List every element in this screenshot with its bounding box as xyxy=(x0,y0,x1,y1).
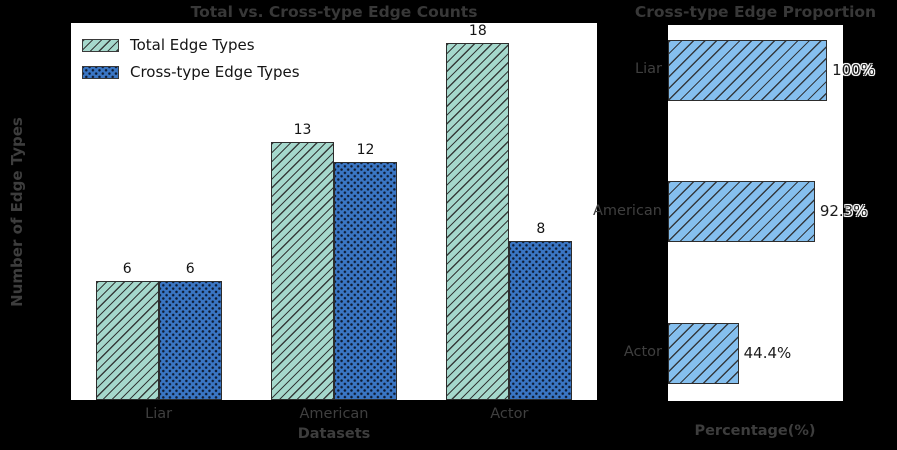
bar-value-label: 12 xyxy=(356,141,375,158)
legend-label-total: Total Edge Types xyxy=(130,36,255,54)
hbar-liar xyxy=(668,39,828,101)
legend-label-cross: Cross-type Edge Types xyxy=(130,63,300,81)
percentage-value-label: 100% xyxy=(832,60,875,79)
left-chart-ylabel: Number of Edge Types xyxy=(8,117,26,307)
bar-actor-total xyxy=(446,42,510,400)
bar-value-label: 6 xyxy=(185,260,195,277)
left-chart-title: Total vs. Cross-type Edge Counts xyxy=(190,3,478,21)
y-tick-american: American xyxy=(592,202,662,219)
bar-actor-cross xyxy=(509,241,573,400)
percentage-value-label: 44.4% xyxy=(743,343,792,362)
x-tick-actor: Actor xyxy=(490,406,529,422)
hbar-american xyxy=(668,181,815,242)
left-chart-xlabel: Datasets xyxy=(297,426,371,442)
bar-value-label: 13 xyxy=(293,122,312,139)
x-tick-american: American xyxy=(299,406,369,422)
bar-american-cross xyxy=(334,161,397,400)
bar-liar-total xyxy=(95,280,159,400)
legend-swatch-total-icon xyxy=(82,38,119,52)
y-tick-actor: Actor xyxy=(623,344,662,360)
bar-value-label: 8 xyxy=(536,221,546,238)
percentage-value-label: 92.3% xyxy=(819,202,868,220)
legend: Total Edge Types Cross-type Edge Types xyxy=(82,36,300,90)
bar-american-total xyxy=(271,142,334,400)
bar-liar-cross xyxy=(158,280,222,400)
x-tick-liar: Liar xyxy=(145,406,173,422)
left-chart-plot-area: Total Edge Types Cross-type Edge Types 6… xyxy=(71,22,597,422)
bar-value-label: 18 xyxy=(468,22,487,39)
legend-item-total-edge-types: Total Edge Types xyxy=(82,36,300,54)
right-chart-title: Cross-type Edge Proportion xyxy=(634,3,877,21)
right-chart-plot-area: 100% Liar 92.3% American 44.4% Actor xyxy=(593,25,875,401)
hbar-actor xyxy=(668,322,739,384)
bar-value-label: 6 xyxy=(122,260,132,277)
right-chart-xlabel: Percentage(%) xyxy=(694,423,816,439)
legend-item-cross-type-edge-types: Cross-type Edge Types xyxy=(82,63,300,81)
y-tick-liar: Liar xyxy=(635,61,662,77)
legend-swatch-cross-icon xyxy=(82,65,119,79)
